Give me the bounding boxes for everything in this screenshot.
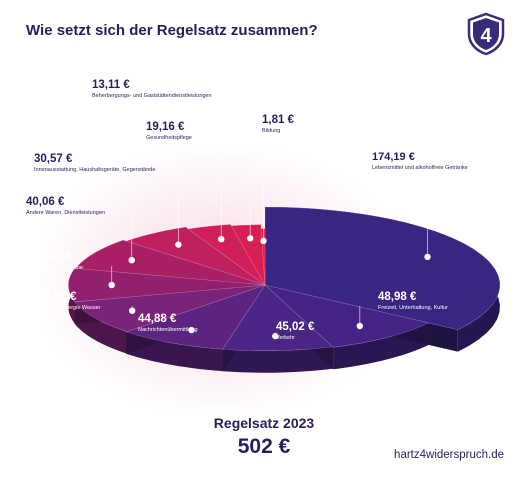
website-link[interactable]: hartz4widerspruch.de	[394, 449, 504, 461]
slice-category-label: Freizeit, Unterhaltung, Kultur	[378, 305, 448, 311]
slice-value-label: 41,65 €	[34, 251, 73, 263]
slice-value-label: 1,81 €	[262, 114, 295, 126]
logo-text: 4	[480, 25, 492, 47]
pie-slice	[263, 284, 430, 348]
slice-category-label: Bildung	[262, 128, 280, 134]
pie-slice	[74, 284, 266, 332]
slice-category-label: Nachrichtenübermittlung	[138, 327, 198, 333]
slice-value-label: 48,98 €	[378, 291, 417, 303]
slice-value-label: 40,06 €	[26, 196, 65, 208]
slice-category-label: Verkehr	[276, 335, 295, 341]
slice-value-label: 45,02 €	[276, 321, 315, 333]
slice-category-label: Bekleidung, Schuhe	[34, 265, 83, 271]
page-title: Wie setzt sich der Regelsatz zusammen?	[26, 22, 318, 39]
slice-category-label: Beherbergungs- und Gaststättendienstleis…	[92, 93, 212, 99]
slice-value-label: 174,19 €	[372, 151, 415, 163]
pie-slice	[230, 224, 266, 286]
pie-slice	[222, 284, 334, 351]
slice-category-label: Lebensmittel und alkoholfreie Getränke	[372, 165, 468, 171]
footer-total: 502 €	[237, 435, 291, 458]
slice-value-label: 13,11 €	[92, 79, 130, 91]
slice-value-label: 42,55 €	[38, 291, 77, 303]
footer-label: Regelsatz 2023	[213, 415, 315, 431]
slice-category-label: Gesundheitspflege	[146, 135, 192, 141]
pie-slice	[187, 224, 266, 286]
slice-category-label: Andere Waren, Dienstleistungen	[26, 210, 105, 216]
slice-value-label: 19,16 €	[146, 121, 185, 133]
pie-slice	[75, 239, 266, 286]
slice-category-label: Wohnen, Energie Wasser	[38, 305, 101, 311]
shield-logo-icon: 4	[467, 12, 505, 56]
pie-slice	[68, 267, 266, 303]
slice-value-label: 44,88 €	[138, 313, 177, 325]
pie-slice	[264, 206, 501, 331]
slice-wall	[222, 346, 333, 373]
pie-slice	[125, 284, 266, 350]
pie-slice	[125, 226, 266, 286]
slice-value-label: 30,57 €	[34, 153, 73, 165]
slice-category-label: Innenausstattung, Haushaltsgeräte, Gegen…	[34, 167, 155, 173]
